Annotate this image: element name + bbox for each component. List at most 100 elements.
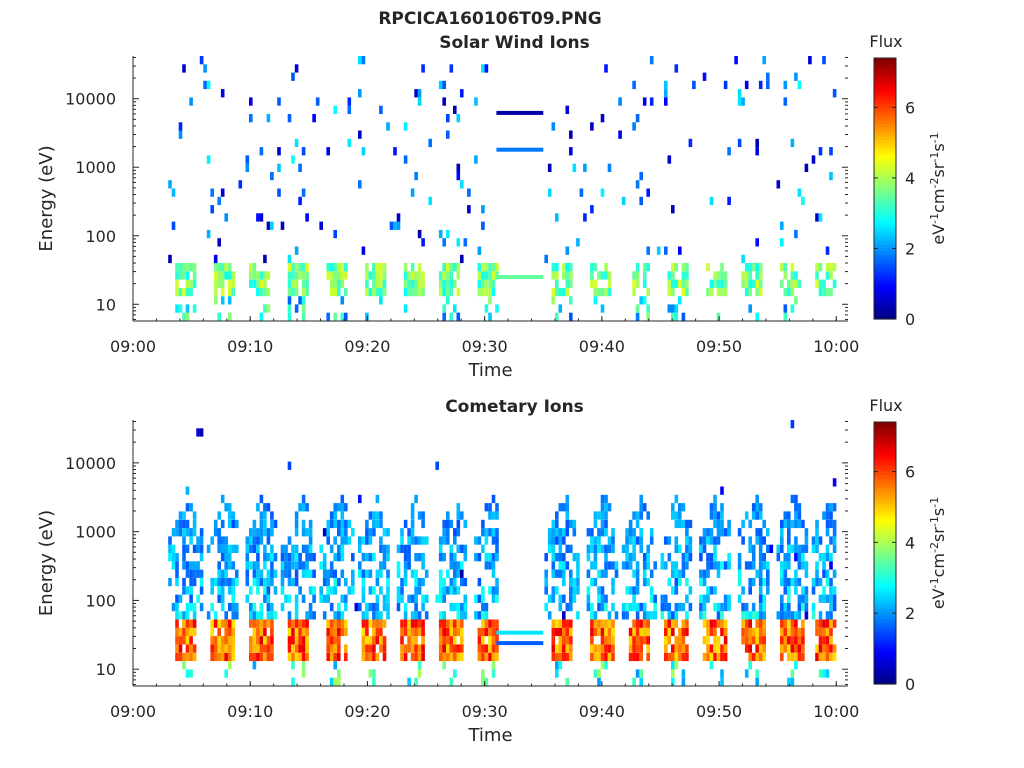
flux-pixel [403,652,408,662]
flux-pixel [382,561,387,570]
flux-pixel [755,627,759,637]
flux-pixel [635,561,640,570]
flux-pixel [685,271,689,280]
flux-pixel [206,229,211,239]
flux-pixel [558,561,563,570]
flux-pixel [656,246,661,255]
flux-pixel [403,122,408,131]
flux-pixel [832,544,837,553]
flux-pixel [488,312,492,321]
flux-pixel [811,602,816,612]
flux-pixel [787,279,791,288]
flux-pixel [818,611,823,620]
flux-pixel [171,221,176,230]
flux-pixel [182,652,186,662]
flux-pixel [565,287,570,297]
unit-base: eV [929,588,948,609]
flux-pixel [484,271,489,280]
flux-pixel [481,221,485,230]
flux-pixel [442,553,446,562]
flux-pixel [547,544,552,553]
flux-pixel [291,72,295,81]
flux-pixel [375,494,380,504]
flux-pixel [674,511,679,520]
flux-pixel [558,287,563,297]
flux-pixel [794,611,798,620]
flux-pixel [273,519,278,529]
flux-pixel [706,553,710,562]
flux-pixel [365,652,369,662]
flux-pixel [178,652,183,662]
flux-pixel [664,652,668,662]
flux-pixel [822,619,826,628]
flux-pixel [231,586,236,595]
flux-pixel [562,619,566,628]
flux-pixel [737,577,742,587]
flux-pixel [748,271,752,280]
flux-pixel [794,511,798,520]
flux-pixel [569,602,573,612]
flux-pixel [337,519,341,529]
flux-pixel [635,271,640,280]
flux-pixel [614,569,619,578]
flux-pixel [797,627,802,637]
flux-pixel [579,188,584,197]
flux-pixel [438,544,443,553]
flux-pixel [815,528,819,537]
flux-pixel [607,271,612,280]
colorbar-tick-label: 6 [905,98,915,117]
flux-pixel [446,271,450,280]
flux-pixel [372,611,376,620]
flux-pixel [804,611,809,620]
flux-pixel [491,661,496,670]
flux-pixel [340,544,345,553]
flux-pixel [361,627,366,637]
flux-pixel [593,577,598,587]
flux-pixel [811,586,816,595]
flux-pixel [607,561,612,570]
flux-pixel [308,519,313,529]
flux-pixel [235,577,239,587]
flux-pixel [182,577,186,587]
colorbar-step [874,661,896,665]
flux-pixel [358,494,362,504]
flux-pixel [495,304,499,313]
flux-pixel [438,594,443,603]
flux-pixel [723,271,728,280]
flux-pixel [755,677,759,686]
flux-pixel [438,636,443,645]
flux-pixel [755,611,759,620]
flux-pixel [403,553,408,562]
flux-pixel [361,246,366,255]
flux-pixel [748,586,752,595]
flux-pixel [410,511,415,520]
flux-pixel [333,677,337,686]
flux-pixel [270,553,274,562]
flux-pixel [442,312,446,321]
flux-pixel [484,528,489,537]
colorbar-step [874,126,896,131]
flux-pixel [185,561,190,570]
flux-pixel [628,519,633,529]
colorbar-step [874,58,896,62]
flux-pixel [766,544,770,553]
flux-pixel [414,553,418,562]
flux-pixel [801,519,805,529]
flux-pixel [635,627,640,637]
colorbar-step [874,146,896,150]
flux-pixel [449,271,454,280]
flux-pixel [604,627,608,637]
flux-pixel [558,619,563,628]
flux-pixel [569,636,573,645]
flux-pixel [178,304,183,313]
flux-pixel [372,602,376,612]
flux-pixel [551,569,556,578]
flux-pixel [555,536,559,545]
flux-pixel [410,627,415,637]
flux-pixel [685,627,689,637]
flux-pixel [628,644,633,653]
flux-pixel [569,130,573,139]
flux-pixel [776,544,781,553]
flux-pixel [737,138,742,148]
